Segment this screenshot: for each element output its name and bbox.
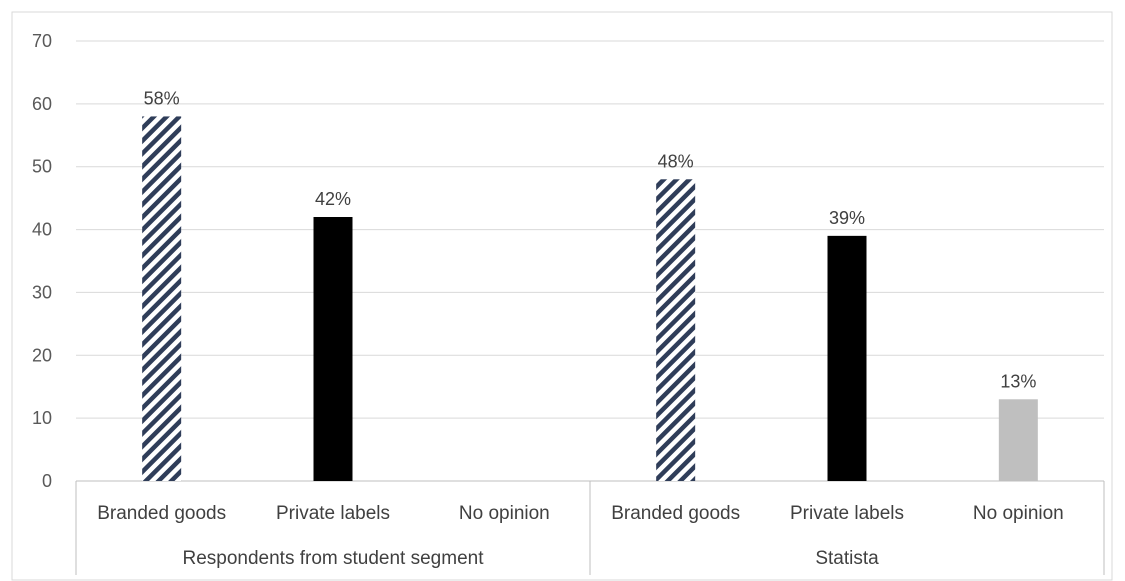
y-tick-label: 30 [32, 282, 52, 302]
y-tick-label: 70 [32, 31, 52, 51]
y-tick-label: 0 [42, 471, 52, 491]
y-tick-label: 50 [32, 157, 52, 177]
data-label: 48% [658, 151, 694, 171]
y-tick-label: 10 [32, 408, 52, 428]
bar [313, 217, 353, 481]
bar [142, 116, 182, 481]
data-label: 42% [315, 189, 351, 209]
x-category-label: No opinion [973, 503, 1064, 524]
data-label: 39% [829, 208, 865, 228]
data-labels: 58% 42% 48% 39% 13% [144, 88, 1037, 391]
bars [142, 116, 1038, 482]
x-group-label: Statista [815, 548, 879, 569]
gridlines [76, 40, 1104, 419]
x-category-label: Private labels [276, 503, 390, 524]
chart-border [11, 11, 1113, 581]
data-label: 13% [1000, 371, 1036, 391]
y-tick-label: 20 [32, 345, 52, 365]
x-category-label: Private labels [790, 503, 904, 524]
bar [998, 399, 1038, 481]
axes: 0 10 20 30 40 50 60 70 Branded goods Private labe… [11, 11, 1113, 581]
x-category-label: Branded goods [611, 503, 740, 524]
x-category-label: No opinion [459, 503, 550, 524]
x-group-label: Respondents from student segment [182, 548, 484, 569]
y-tick-label: 40 [32, 220, 52, 240]
bar [656, 179, 696, 482]
bar [827, 235, 867, 481]
x-category-label: Branded goods [97, 503, 226, 524]
y-tick-label: 60 [32, 94, 52, 114]
data-label: 58% [144, 88, 180, 108]
